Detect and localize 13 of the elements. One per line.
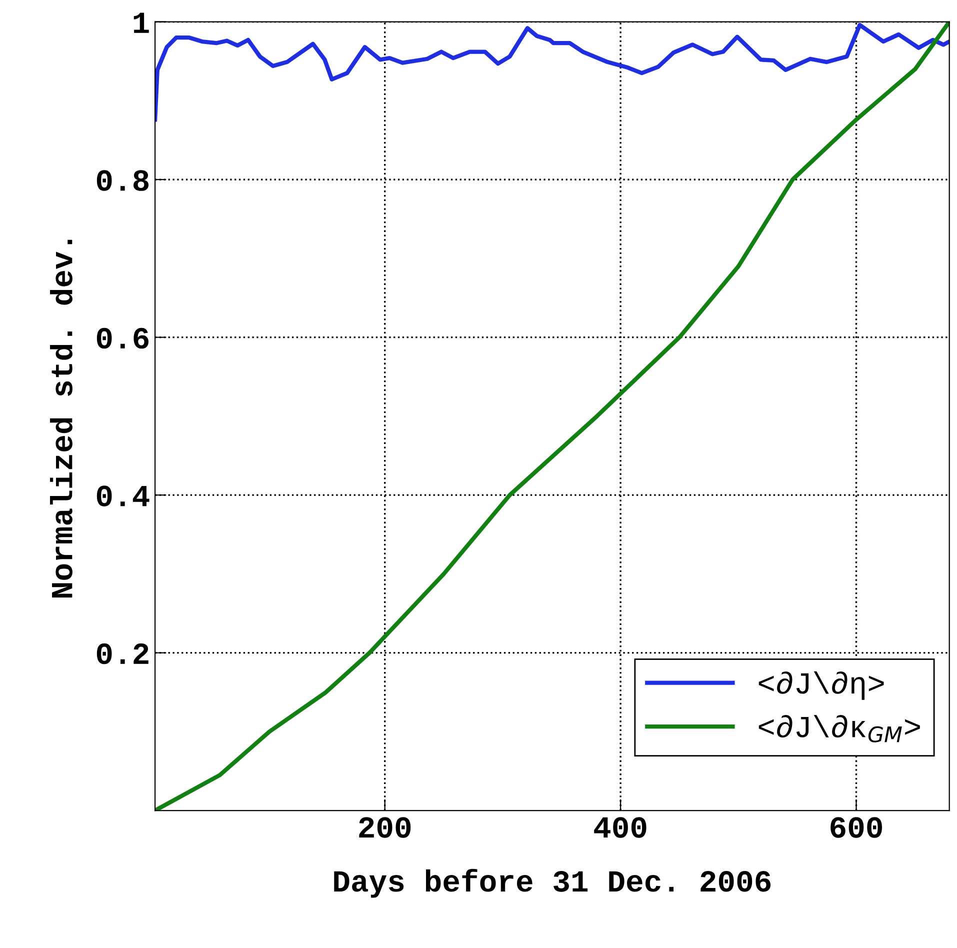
x-axis-title: Days before 31 Dec. 2006 (334, 868, 770, 898)
y-tick-label: 1 (134, 12, 149, 33)
y-tick-label: 0.2 (96, 643, 148, 664)
y-tick-label: 0.6 (96, 328, 148, 349)
y-tick-label: 0.4 (96, 486, 150, 506)
x-tick-label: 400 (594, 817, 646, 838)
y-tick-label: 0.8 (96, 170, 149, 191)
line-series (155, 22, 950, 811)
x-tick-label: 200 (359, 817, 411, 838)
legend-label: <∂J\∂η> (758, 671, 884, 700)
y-axis-title: Normalized std. dev. (50, 240, 72, 598)
x-tick-label: 600 (830, 817, 882, 838)
legend-label: <∂J\∂κ$_{GM}$> (758, 714, 920, 742)
